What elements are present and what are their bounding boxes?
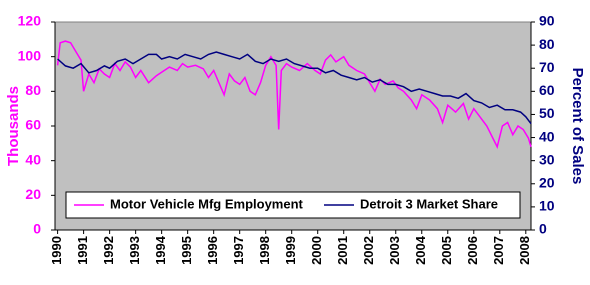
y-tick-label: 60 [25,117,41,133]
y-tick-label: 40 [25,151,41,167]
x-tick-label: 1996 [205,236,220,265]
y-tick-label: 0 [33,221,41,237]
x-tick-label: 2002 [361,236,376,265]
y-tick-label: 120 [18,13,42,29]
x-tick-label: 1991 [75,236,90,265]
y2-tick-label: 70 [539,59,555,75]
legend-box [65,191,521,219]
y-tick-label: 80 [25,82,41,98]
x-tick-label: 1994 [153,235,168,265]
x-tick-label: 1997 [231,236,246,265]
x-tick-label: 2008 [517,236,532,265]
y2-tick-label: 40 [539,128,555,144]
x-tick-label: 2006 [465,236,480,265]
x-tick-label: 1999 [283,236,298,265]
x-tick-label: 1990 [49,236,64,265]
y2-tick-label: 60 [539,82,555,98]
y-tick-label: 20 [25,186,41,202]
x-tick-label: 1992 [101,236,116,265]
x-tick-label: 2005 [439,236,454,265]
x-tick-label: 2004 [413,235,428,265]
series-line [56,40,532,149]
y2-tick-label: 50 [539,105,555,121]
x-tick-label: 1993 [127,236,142,265]
y2-tick-label: 30 [539,151,555,167]
x-tick-label: 2001 [335,236,350,265]
y-axis-title: Thousands [5,86,22,166]
y2-tick-label: 90 [539,13,555,29]
legend-label: Motor Vehicle Mfg Employment [110,196,304,211]
y2-tick-label: 20 [539,174,555,190]
y2-tick-label: 10 [539,198,555,214]
y-tick-label: 100 [18,47,42,63]
series-line [57,51,532,125]
y2-axis-title: Percent of Sales [569,68,586,185]
legend-label: Detroit 3 Market Share [360,196,498,211]
y2-tick-label: 80 [539,36,555,52]
x-tick-label: 2007 [491,236,506,265]
x-tick-label: 1998 [257,236,272,265]
x-tick-label: 1995 [179,236,194,265]
y2-tick-label: 0 [539,221,547,237]
x-tick-label: 2003 [387,236,402,265]
x-tick-label: 2000 [309,236,324,265]
